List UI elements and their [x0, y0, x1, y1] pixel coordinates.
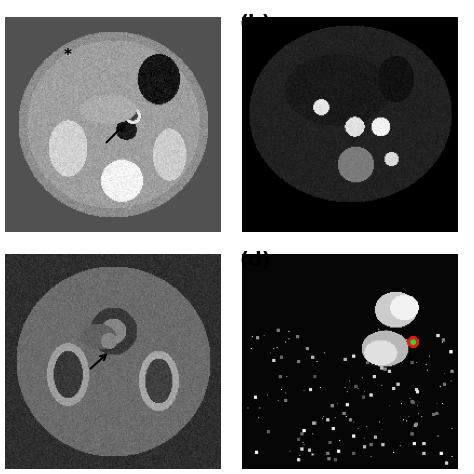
Text: *: *	[64, 48, 72, 64]
Text: (b): (b)	[239, 14, 271, 33]
Text: (d): (d)	[239, 251, 271, 270]
